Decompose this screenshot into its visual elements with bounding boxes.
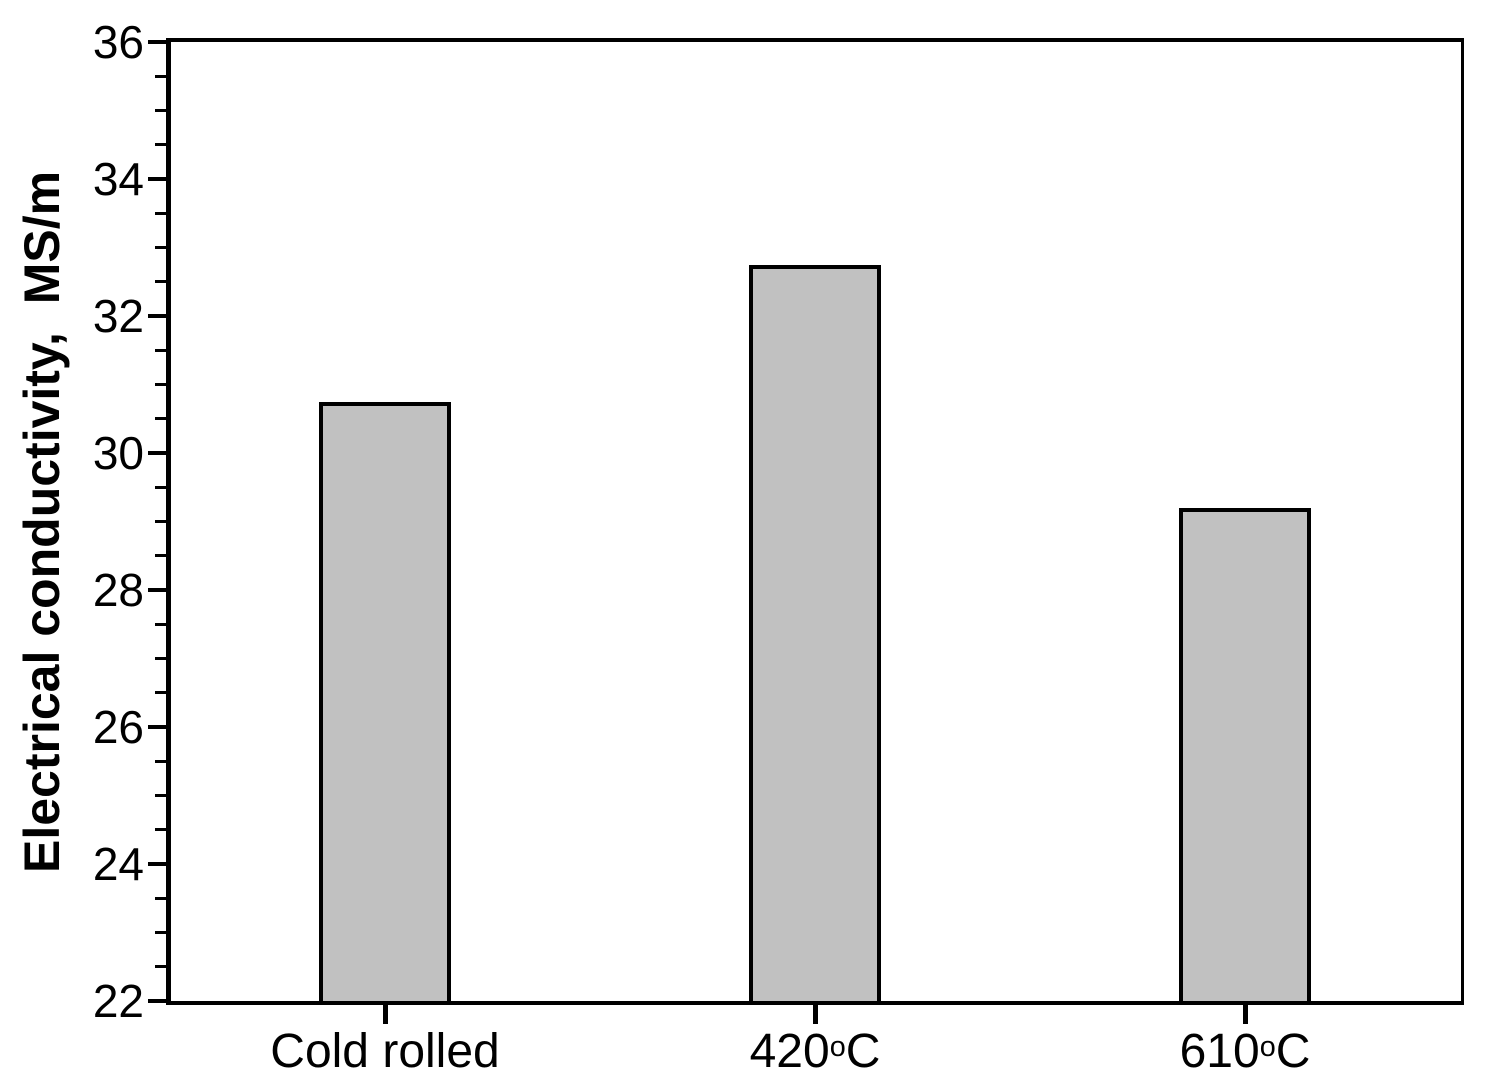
y-minor-tick [155, 828, 166, 832]
y-major-tick [148, 999, 166, 1003]
plot-area: 22 24 26 28 30 32 34 36 Cold rolled 420oC 610oC [93, 19, 1460, 1078]
x-category-label: 420oC [749, 1025, 881, 1078]
y-major-tick [148, 40, 166, 44]
y-tick-label: 28 [92, 564, 144, 616]
y-minor-tick [155, 485, 166, 489]
y-minor-tick [155, 657, 166, 660]
y-minor-tick [155, 554, 166, 558]
y-minor-tick [155, 211, 166, 215]
bar [749, 264, 881, 1001]
y-major-tick [148, 725, 166, 729]
y-tick-label: 24 [92, 838, 144, 890]
y-minor-tick [155, 383, 166, 386]
y-major-tick [148, 588, 166, 592]
y-minor-tick [155, 794, 166, 797]
bar [319, 401, 451, 1001]
y-minor-tick [155, 622, 166, 626]
y-minor-tick [155, 74, 166, 78]
y-minor-tick [155, 109, 166, 112]
y-tick-label: 26 [92, 701, 144, 753]
y-minor-tick [155, 965, 166, 969]
y-minor-tick [155, 520, 166, 523]
y-minor-tick [155, 417, 166, 421]
y-minor-tick [155, 691, 166, 695]
y-tick-label: 22 [92, 975, 144, 1027]
x-category-tick [1242, 1005, 1248, 1024]
y-tick-label: 36 [92, 16, 144, 68]
degree-symbol: o [1259, 1031, 1276, 1064]
x-category-tick [382, 1005, 388, 1024]
y-minor-tick [155, 246, 166, 249]
x-category-label: Cold rolled [270, 1025, 500, 1078]
x-category-tick [812, 1005, 818, 1024]
y-tick-label: 30 [92, 427, 144, 479]
y-major-tick [148, 314, 166, 318]
y-minor-tick [155, 896, 166, 900]
y-tick-label: 34 [92, 153, 144, 205]
y-tick-label: 32 [92, 290, 144, 342]
y-minor-tick [155, 759, 166, 763]
plot-frame [166, 38, 1464, 1005]
y-major-tick [148, 451, 166, 455]
x-category-label: 610oC [1179, 1025, 1311, 1078]
y-major-tick [148, 862, 166, 866]
bar [1179, 507, 1311, 1001]
y-major-tick [148, 177, 166, 181]
degree-symbol: o [829, 1031, 846, 1064]
y-minor-tick [155, 143, 166, 147]
y-minor-tick [155, 280, 166, 284]
y-minor-tick [155, 931, 166, 934]
y-minor-tick [155, 348, 166, 352]
